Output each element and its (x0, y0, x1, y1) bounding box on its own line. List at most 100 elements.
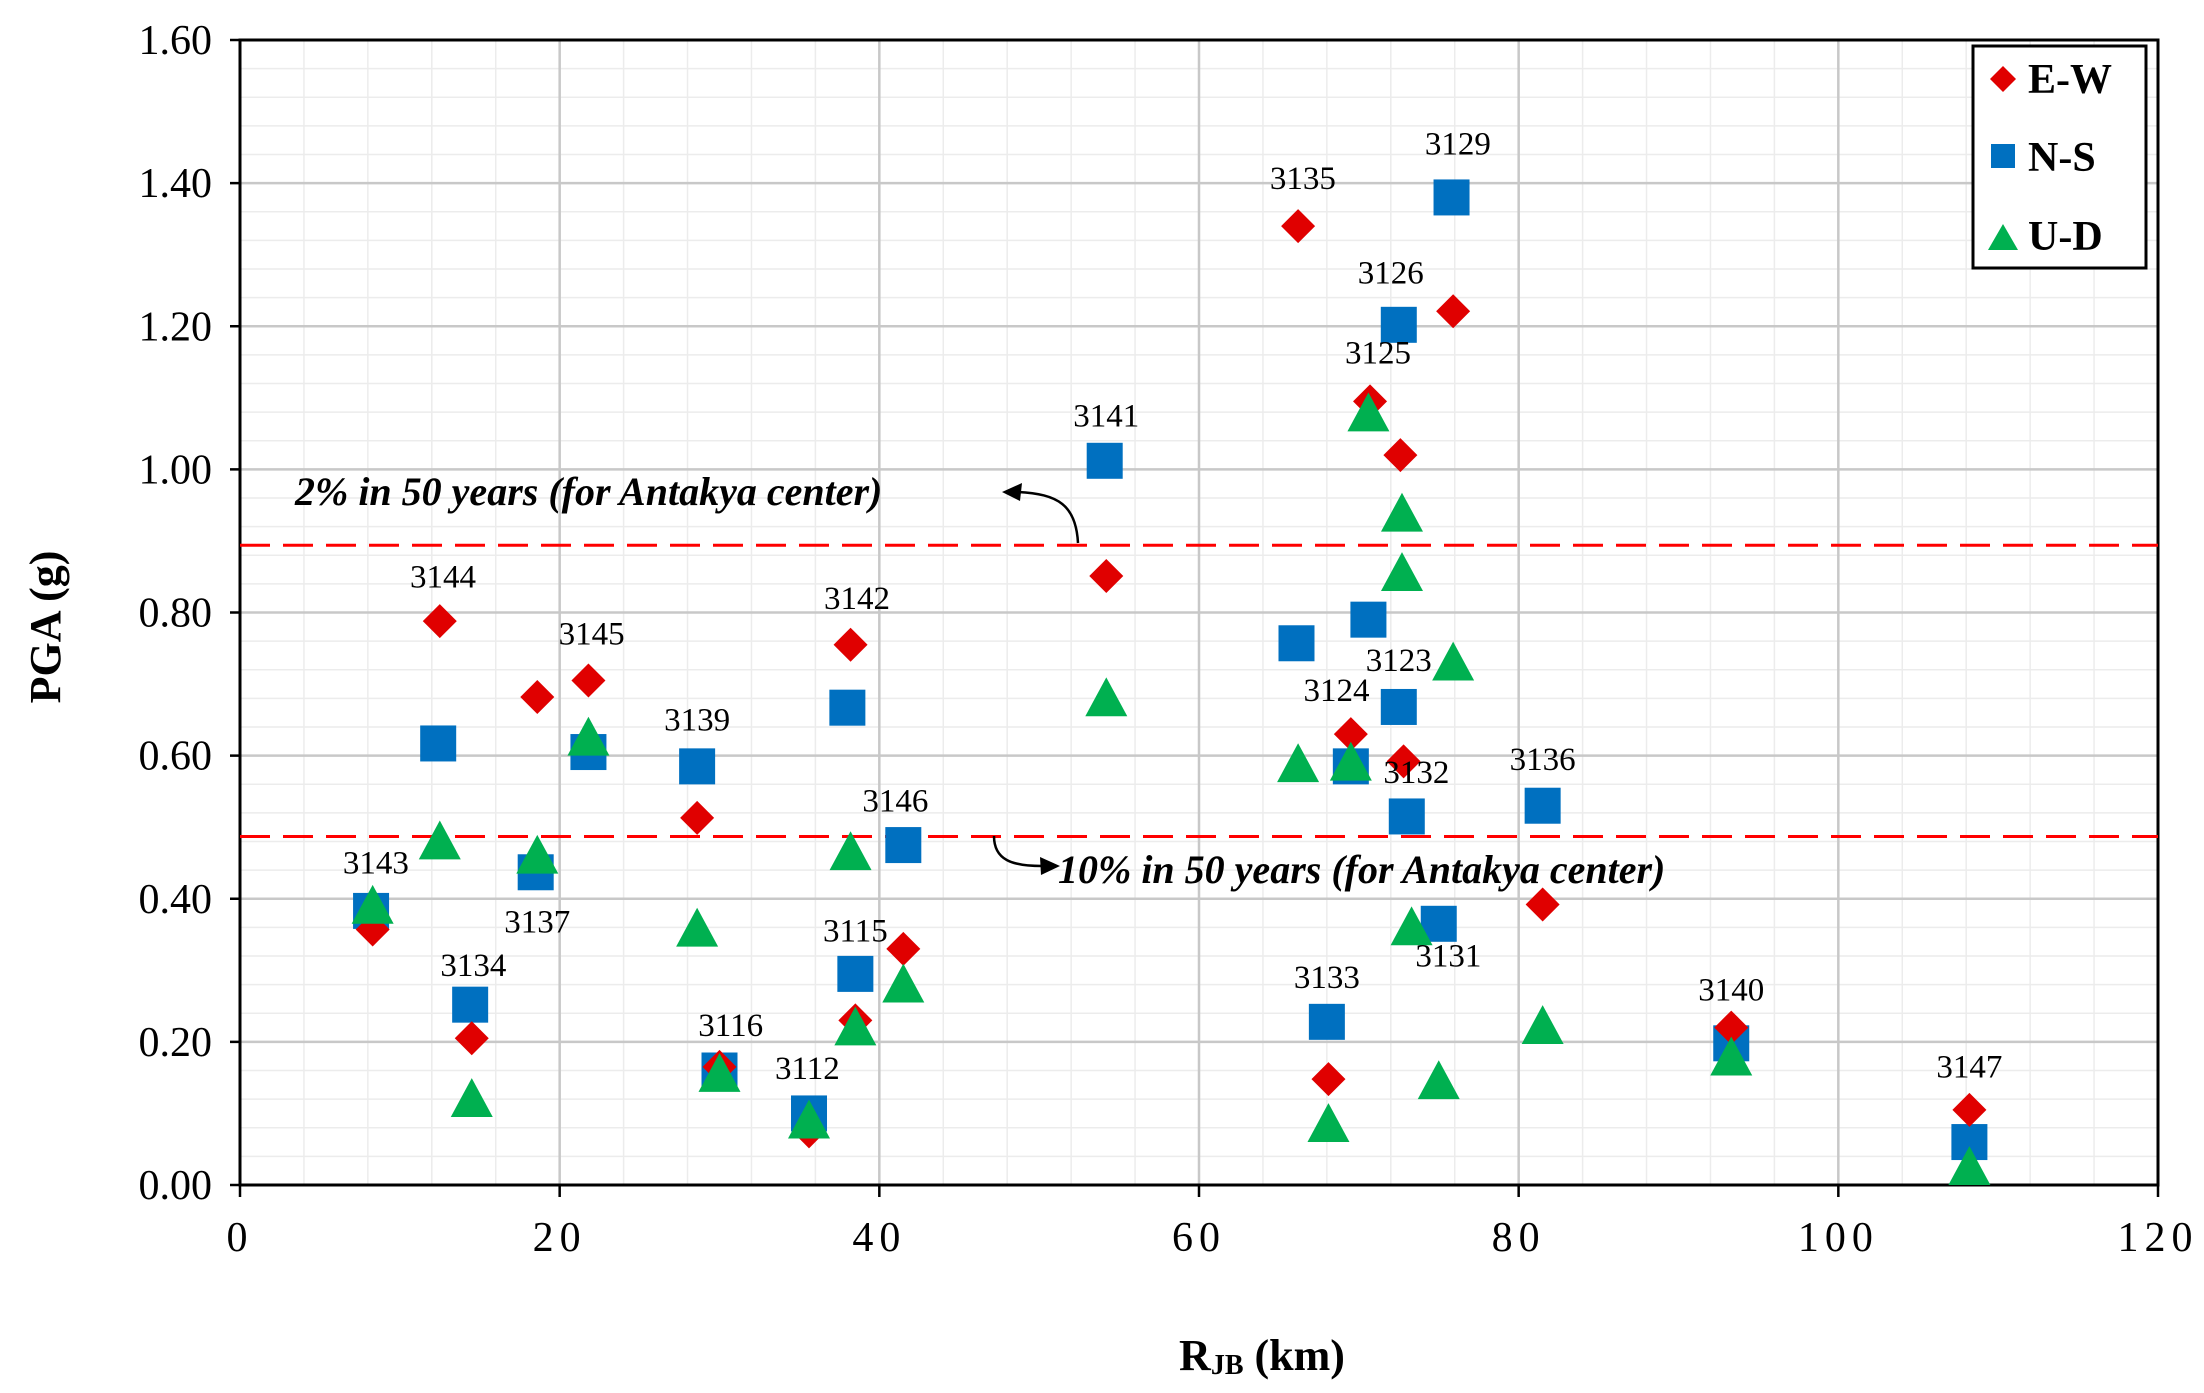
marker-ud (1347, 392, 1390, 432)
marker-ns (1433, 179, 1470, 216)
marker-ns (1308, 1003, 1345, 1040)
marker-ns (1380, 306, 1417, 343)
marker-ns (885, 827, 922, 864)
station-label-3144: 3144 (410, 559, 476, 595)
station-label-3124: 3124 (1303, 673, 1369, 709)
marker-ew (1089, 559, 1124, 594)
marker-ud (882, 963, 925, 1003)
annotation-arrows (992, 483, 1080, 875)
marker-ns (679, 748, 716, 785)
marker-ud (516, 834, 559, 874)
marker-ud (1948, 1146, 1991, 1185)
marker-ew (520, 679, 555, 714)
ref-label-2pct: 2% in 50 years (for Antakya center) (294, 469, 882, 514)
station-label-3129: 3129 (1425, 127, 1491, 163)
x-tick-label: 60 (1172, 1215, 1226, 1261)
marker-ud (1432, 641, 1475, 681)
x-tick-label: 80 (1492, 1215, 1546, 1261)
marker-ew (1952, 1092, 1987, 1127)
y-tick-label: 1.40 (139, 161, 213, 207)
marker-ns (1350, 601, 1387, 638)
marker-ud (567, 716, 610, 756)
legend-label-ns: N-S (2028, 135, 2096, 181)
station-label-3123: 3123 (1366, 643, 1432, 679)
marker-ns (1524, 787, 1561, 824)
y-tick-label: 1.00 (139, 447, 213, 493)
marker-ns (420, 725, 457, 762)
x-axis-title-main: R (1179, 1331, 1212, 1380)
reference-line-labels: 2% in 50 years (for Antakya center) 10% … (294, 469, 1665, 892)
y-axis-ticks: 0.00 0.20 0.40 0.60 0.80 1.00 1.20 1.40 1.60 (139, 18, 240, 1209)
station-label-3137: 3137 (504, 904, 570, 940)
station-label-3139: 3139 (664, 703, 730, 739)
marker-ew (1333, 717, 1368, 752)
marker-ns (837, 955, 874, 992)
station-label-3134: 3134 (440, 948, 506, 984)
marker-ud (1417, 1060, 1460, 1100)
legend-marker-ns (1991, 144, 2015, 168)
marker-ud (829, 831, 872, 871)
marker-ew (571, 663, 606, 698)
station-label-3115: 3115 (823, 914, 888, 950)
marker-ud (1521, 1005, 1564, 1044)
station-label-3116: 3116 (698, 1008, 763, 1044)
y-tick-label: 0.60 (139, 734, 213, 780)
marker-ud (418, 820, 461, 860)
arrow-2pct-head (1002, 483, 1022, 501)
data-markers (351, 179, 1991, 1185)
marker-ud (1380, 552, 1423, 591)
marker-ud (1085, 677, 1128, 717)
station-label-3132: 3132 (1383, 755, 1449, 791)
legend-label-ew: E-W (2028, 57, 2112, 103)
marker-ew (1386, 744, 1421, 779)
station-label-3131: 3131 (1415, 939, 1481, 975)
legend-label-ud: U-D (2028, 214, 2103, 260)
arrow-10pct-head (1040, 857, 1060, 875)
x-tick-label: 40 (852, 1215, 906, 1261)
marker-ew (1311, 1062, 1346, 1097)
y-tick-label: 0.00 (139, 1163, 213, 1209)
station-label-3143: 3143 (343, 846, 409, 882)
station-label-3136: 3136 (1510, 742, 1576, 778)
marker-ew (1281, 209, 1316, 244)
legend-marker-ew (1990, 66, 2016, 92)
marker-ew (833, 627, 868, 662)
x-axis-title-unit: (km) (1244, 1331, 1345, 1380)
marker-ew (1383, 438, 1418, 473)
marker-ud (1390, 906, 1433, 946)
marker-ud (1380, 492, 1423, 532)
marker-ew (1525, 887, 1560, 922)
reference-lines (240, 543, 2158, 838)
marker-ew (1436, 294, 1471, 329)
y-tick-label: 0.80 (139, 591, 213, 637)
y-axis-title: PGA (g) (21, 551, 70, 704)
station-label-3125: 3125 (1345, 335, 1411, 371)
marker-ns (1278, 625, 1315, 662)
station-label-3133: 3133 (1294, 960, 1360, 996)
marker-ew (886, 931, 921, 966)
station-labels: 3143 3144 3134 3137 3145 3139 3116 3112 3142 3115… (343, 127, 2003, 1088)
x-tick-label: 120 (2118, 1215, 2199, 1261)
arrow-2pct-curve (1017, 490, 1080, 544)
marker-ud (351, 884, 394, 924)
marker-ew (680, 800, 715, 835)
station-label-3140: 3140 (1698, 972, 1764, 1008)
marker-ud (676, 907, 719, 947)
station-label-3145: 3145 (559, 617, 625, 653)
station-label-3142: 3142 (824, 581, 890, 617)
station-label-3112: 3112 (775, 1051, 840, 1087)
x-tick-label: 0 (227, 1215, 254, 1261)
marker-ud (1307, 1103, 1350, 1143)
legend: E-W N-S U-D (1971, 44, 2148, 270)
y-tick-label: 0.20 (139, 1020, 213, 1066)
marker-ns (1380, 688, 1417, 725)
marker-ud (834, 1006, 877, 1046)
x-axis-title-subscript: JB (1211, 1350, 1244, 1381)
marker-ns (1388, 798, 1425, 835)
station-label-3135: 3135 (1270, 161, 1336, 197)
ref-label-10pct: 10% in 50 years (for Antakya center) (1058, 847, 1665, 892)
x-tick-label: 20 (533, 1215, 587, 1261)
marker-ew (454, 1021, 489, 1056)
marker-ud (1710, 1036, 1753, 1076)
x-axis-ticks: 0 20 40 60 80 100 120 (227, 1185, 2199, 1261)
